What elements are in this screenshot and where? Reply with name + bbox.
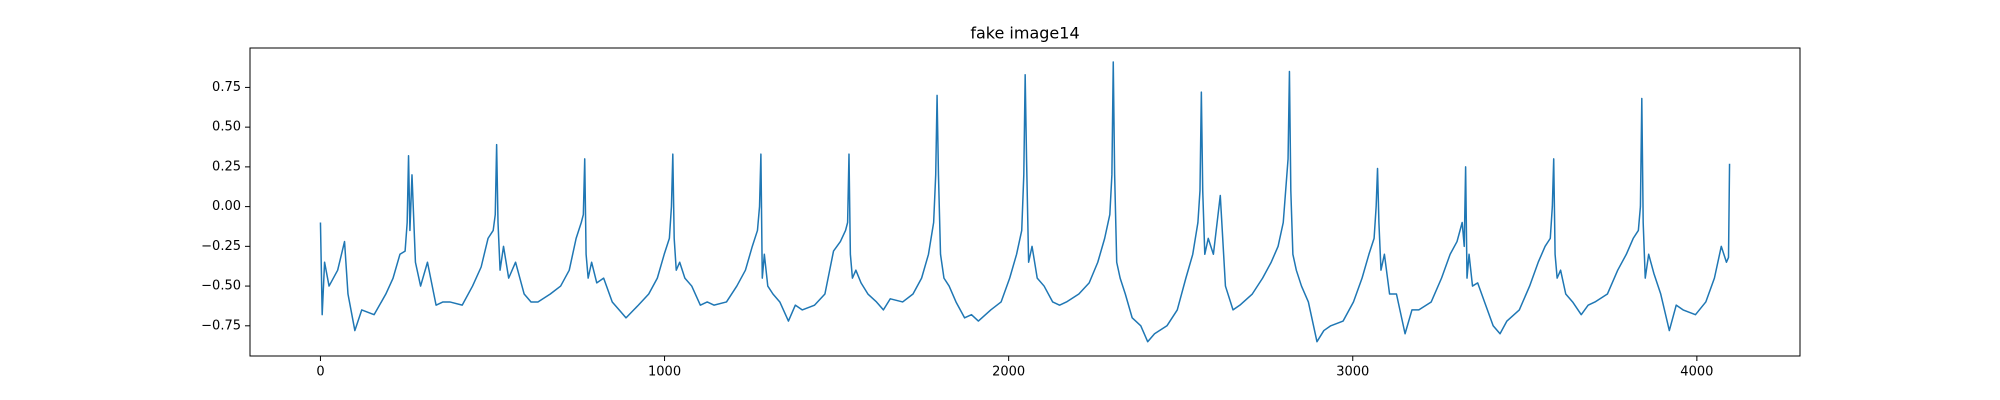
x-tick-label: 2000 (992, 365, 1025, 380)
x-tick-label: 3000 (1336, 365, 1369, 380)
x-tick-label: 0 (316, 365, 324, 380)
data-line (319, 61, 1731, 343)
y-tick-label: 0.00 (212, 199, 241, 214)
x-tick-label: 4000 (1680, 365, 1713, 380)
x-tick-label: 1000 (648, 365, 681, 380)
y-tick-label: −0.50 (201, 279, 241, 294)
chart-title: fake image14 (970, 24, 1079, 43)
y-tick-label: 0.75 (212, 80, 241, 95)
y-tick-label: −0.25 (201, 239, 241, 254)
y-tick-label: −0.75 (201, 318, 241, 333)
y-tick-label: 0.25 (212, 159, 241, 174)
axes-frame (249, 47, 1801, 357)
y-tick-label: 0.50 (212, 120, 241, 135)
